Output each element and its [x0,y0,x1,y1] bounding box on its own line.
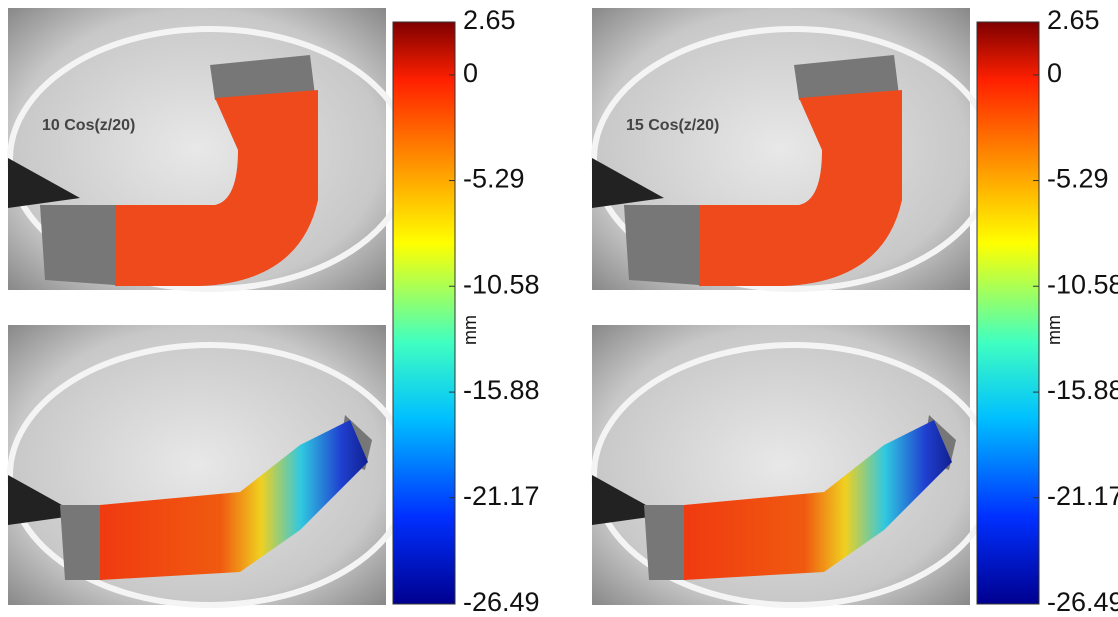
sample-end [644,505,686,580]
figure: 10 Cos(z/20) 2.65 0 -5.29 -10.58 -15.88 -21.17… [0,0,1118,617]
panels: 10 Cos(z/20) 2.65 0 -5.29 -10.58 -15.88 -21.17… [8,5,1118,617]
colorbar-tick-label: 0 [463,58,478,88]
colorbar-tick-label: -10.58 [1047,269,1118,299]
colorbar-tick-label: -21.17 [1047,481,1118,511]
colorbar [977,22,1039,604]
colorbar-tick-label: -26.49 [463,587,540,617]
colorbar-unit: mm [460,315,480,345]
colorbar-tick-label: 0 [1047,58,1062,88]
colorbar-tick-label: -15.88 [463,375,540,405]
panel-label: 15 Cos(z/20) [626,117,719,134]
colorbar-tick-label: 2.65 [463,5,516,35]
sample-end [60,505,102,580]
colorbar-tick-label: -5.29 [1047,164,1109,194]
colorbar-tick-label: 2.65 [1047,5,1100,35]
sample-end [40,205,115,285]
colorbar-tick-label: -5.29 [463,164,525,194]
panel: 15 Cos(z/20) 2.65 0 -5.29 -10.58 -15.88 -21.17… [592,5,1118,617]
colorbar-tick-label: -26.49 [1047,587,1118,617]
colorbar-tick-label: -15.88 [1047,375,1118,405]
sample-end [624,205,699,285]
colorbar [393,22,455,604]
colorbar-unit: mm [1044,315,1064,345]
colorbar-tick-label: -10.58 [463,269,540,299]
colorbar-tick-label: -21.17 [463,481,540,511]
panel: 10 Cos(z/20) 2.65 0 -5.29 -10.58 -15.88 -21.17… [8,5,540,617]
panel-label: 10 Cos(z/20) [42,117,135,134]
